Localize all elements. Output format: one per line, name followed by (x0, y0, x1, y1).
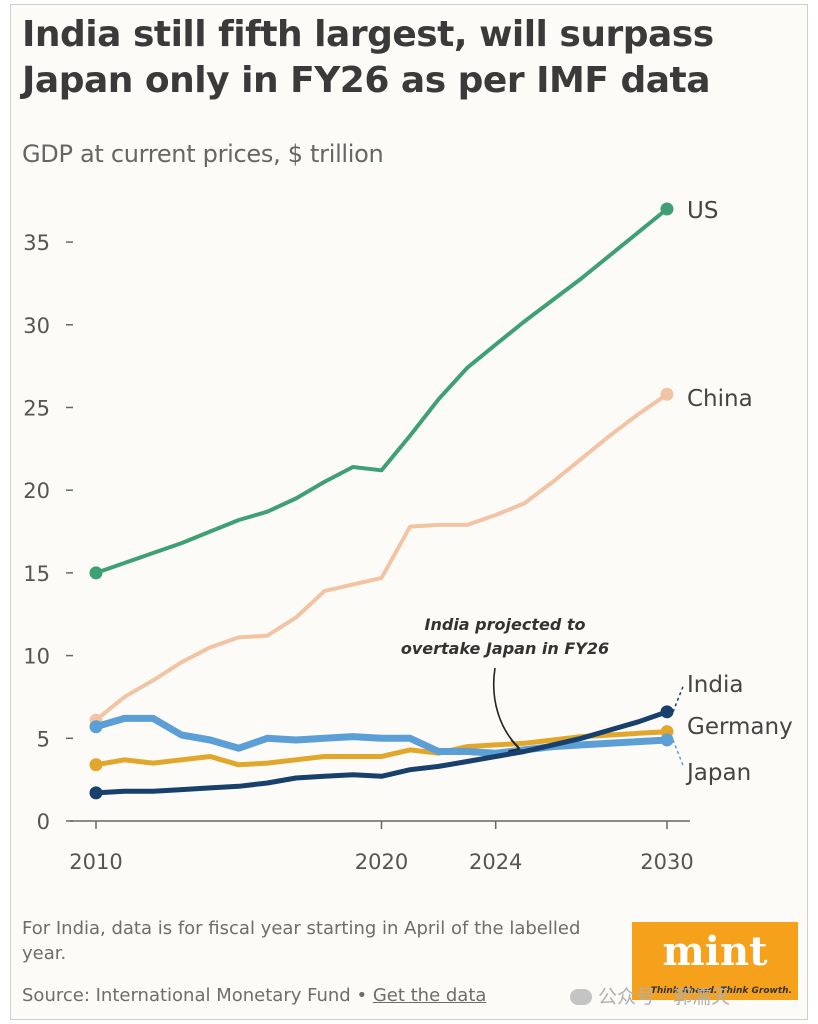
series-end-dot-japan (660, 733, 674, 747)
watermark: 公众号 · 郭濡天 (570, 982, 730, 1009)
label-leader-india (672, 683, 685, 713)
series-line-china (94, 392, 669, 723)
x-tick-label: 2030 (640, 850, 693, 874)
series-start-dot-us (89, 566, 103, 580)
x-tick-label: 2010 (69, 850, 122, 874)
series-line-japan (92, 714, 671, 757)
y-tick-label: 10 (23, 645, 50, 669)
y-tick-label: 35 (23, 231, 50, 255)
annotation-arrowhead (508, 739, 521, 752)
line-chart: 0 5 10 15 20 25 30 35 2010 2020 2024 2030 US China Ind… (23, 198, 793, 874)
source-text: Source: International Monetary Fund (22, 985, 351, 1006)
x-tick-label: 2020 (355, 850, 408, 874)
series-line-us (94, 207, 669, 575)
series-start-dot-japan (89, 720, 103, 734)
y-tick-label: 0 (37, 810, 50, 834)
logo-word: mint (662, 928, 768, 975)
get-the-data-link[interactable]: Get the data (372, 985, 487, 1006)
source-separator: • (356, 985, 368, 1006)
logo-tagline: Think Ahead. Think Growth. (650, 986, 792, 996)
annotation-text: overtake Japan in FY26 (401, 639, 609, 658)
series-label-germany: Germany (687, 714, 793, 740)
watermark-text: 公众号 · 郭濡天 (598, 986, 731, 1008)
y-tick-label: 5 (37, 727, 50, 751)
series-line-germany (93, 729, 670, 768)
chart-subtitle: GDP at current prices, $ trillion (22, 140, 384, 168)
source-line: Source: International Monetary Fund • Ge… (22, 985, 486, 1006)
annotation-arrow (492, 667, 520, 749)
y-tick-label: 15 (23, 562, 50, 586)
series-label-china: China (687, 386, 753, 412)
mint-logo: mint Think Ahead. Think Growth. (632, 922, 798, 1000)
series-end-dot-china (660, 387, 674, 401)
chart-card (10, 4, 808, 1020)
annotation-text: India projected to (425, 615, 586, 634)
series-start-dot-germany (89, 758, 103, 772)
y-tick-label: 20 (23, 479, 50, 503)
series-end-dot-us (660, 202, 674, 216)
series-end-dot-india (660, 705, 674, 719)
chart-title: India still fifth largest, will surpass … (22, 14, 714, 101)
footnote: For India, data is for fiscal year start… (22, 918, 581, 964)
x-tick-label: 2024 (469, 850, 522, 874)
series-label-us: US (687, 198, 718, 224)
series-label-india: India (687, 672, 743, 698)
label-leader-japan (672, 739, 685, 769)
series-label-japan: Japan (685, 760, 751, 786)
wechat-icon (570, 989, 592, 1005)
y-tick-label: 25 (23, 396, 50, 420)
y-tick-label: 30 (23, 314, 50, 338)
series-line-india (93, 709, 670, 796)
series-start-dot-india (89, 786, 103, 800)
